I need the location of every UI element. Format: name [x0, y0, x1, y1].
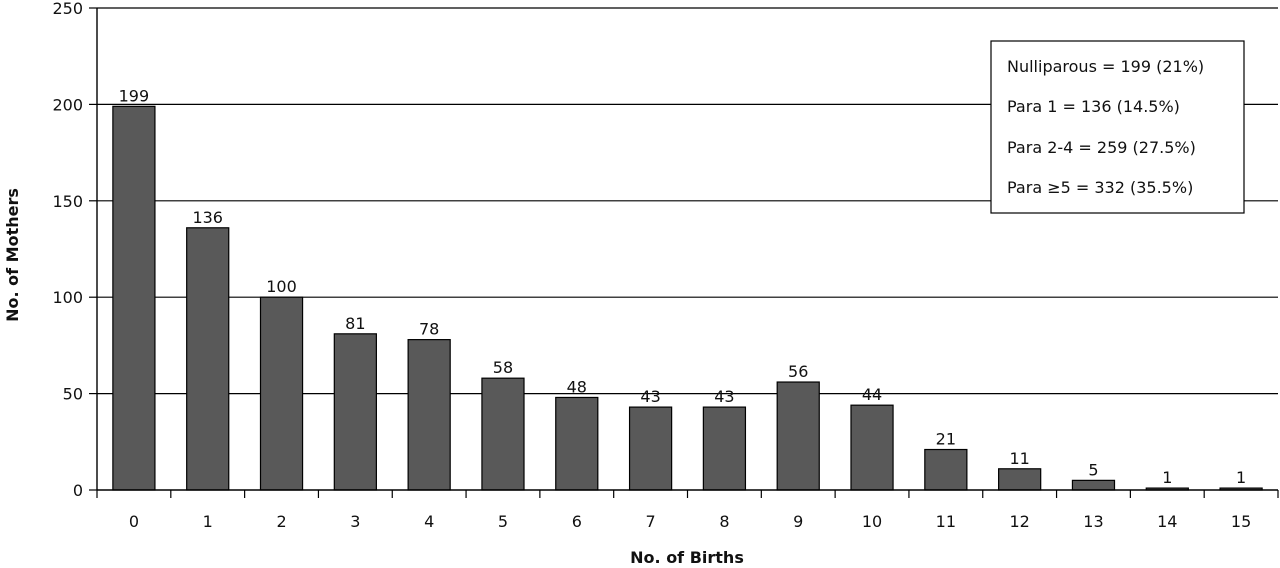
bar-0: [112, 105, 156, 491]
x-tick-label-3: 3: [350, 512, 360, 531]
x-tick-label-11: 11: [936, 512, 956, 531]
data-label-6: 48: [567, 377, 587, 396]
bar-9: [776, 381, 820, 491]
legend-box: Nulliparous = 199 (21%) Para 1 = 136 (14…: [990, 40, 1245, 214]
y-tick-label-200: 200: [52, 95, 83, 114]
legend-entry-para-1: Para 1 = 136 (14.5%): [1007, 97, 1180, 116]
data-label-13: 5: [1088, 460, 1098, 479]
x-tick-label-7: 7: [646, 512, 656, 531]
data-label-0: 199: [119, 86, 150, 105]
x-tick-label-15: 15: [1231, 512, 1251, 531]
y-tick-label-50: 50: [63, 385, 83, 404]
x-tick-label-1: 1: [203, 512, 213, 531]
x-tick-label-8: 8: [719, 512, 729, 531]
x-tick-label-13: 13: [1083, 512, 1103, 531]
y-axis-title: No. of Mothers: [3, 188, 22, 322]
x-tick-label-9: 9: [793, 512, 803, 531]
bar-2: [259, 296, 304, 491]
data-label-2: 100: [266, 277, 297, 296]
data-label-14: 1: [1162, 468, 1172, 487]
data-label-5: 58: [493, 358, 513, 377]
data-label-1: 136: [192, 208, 223, 227]
bar-12: [998, 468, 1042, 491]
y-tick-label-150: 150: [52, 192, 83, 211]
data-label-8: 43: [714, 387, 734, 406]
bar-3: [333, 333, 377, 491]
data-label-7: 43: [640, 387, 660, 406]
bar-1: [186, 227, 230, 491]
data-label-9: 56: [788, 362, 808, 381]
bar-5: [481, 377, 525, 491]
legend-border: [990, 40, 1245, 214]
bar-11: [924, 448, 968, 491]
legend-entry-para-2-4: Para 2-4 = 259 (27.5%): [1007, 138, 1196, 157]
x-tick-label-5: 5: [498, 512, 508, 531]
data-label-10: 44: [862, 385, 882, 404]
data-label-3: 81: [345, 314, 365, 333]
y-tick-label-250: 250: [52, 0, 83, 18]
legend-entry-para-5-plus: Para ≥5 = 332 (35.5%): [1007, 178, 1193, 197]
data-label-15: 1: [1236, 468, 1246, 487]
bar-6: [555, 396, 599, 491]
data-label-11: 21: [936, 430, 956, 449]
x-tick-label-12: 12: [1009, 512, 1029, 531]
data-label-4: 78: [419, 320, 439, 339]
x-tick-label-4: 4: [424, 512, 434, 531]
bar-7: [628, 406, 673, 491]
x-tick-label-14: 14: [1157, 512, 1177, 531]
bar-13: [1071, 479, 1116, 491]
y-tick-label-100: 100: [52, 288, 83, 307]
x-tick-label-0: 0: [129, 512, 139, 531]
y-tick-label-0: 0: [73, 481, 83, 500]
x-tick-label-6: 6: [572, 512, 582, 531]
bar-10: [850, 404, 894, 491]
bars: [112, 105, 1263, 491]
x-tick-label-10: 10: [862, 512, 882, 531]
x-axis-title: No. of Births: [630, 548, 744, 567]
bar-4: [407, 339, 451, 491]
legend-entry-nulliparous: Nulliparous = 199 (21%): [1007, 57, 1204, 76]
data-label-12: 11: [1009, 449, 1029, 468]
bar-8: [702, 406, 747, 491]
x-tick-label-2: 2: [276, 512, 286, 531]
